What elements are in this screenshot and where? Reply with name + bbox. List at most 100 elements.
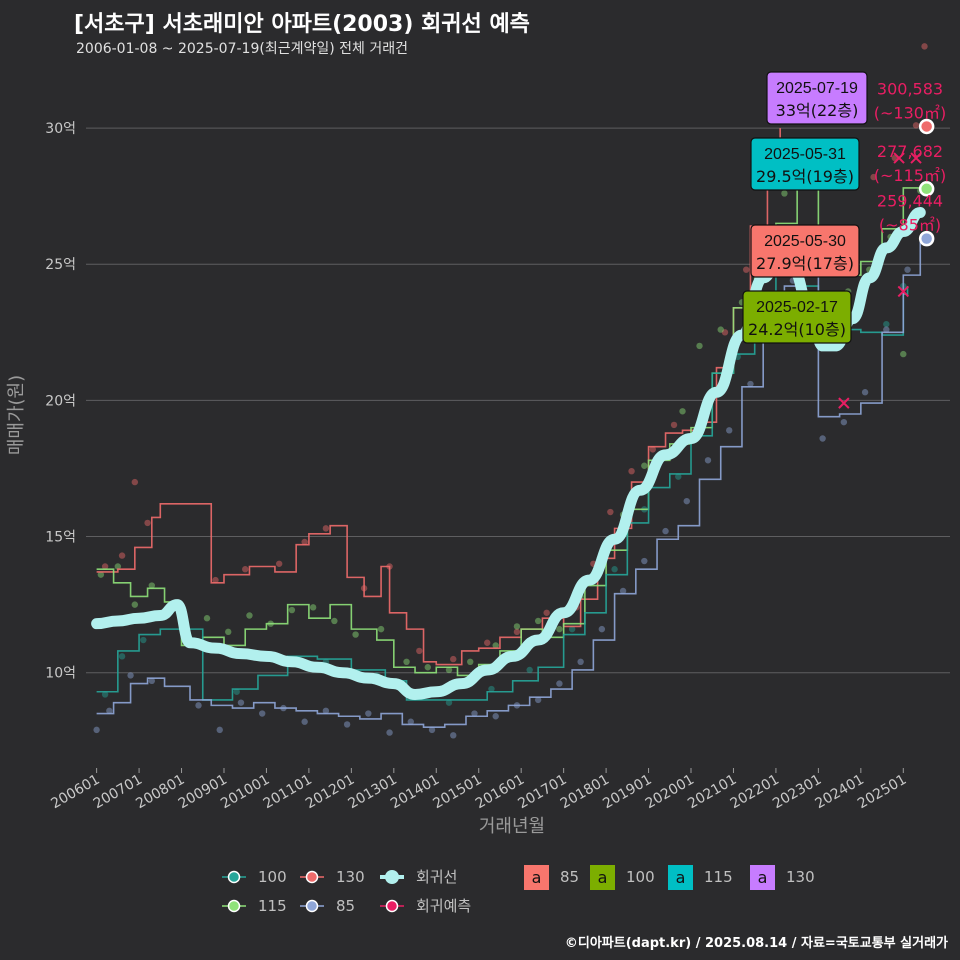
scatter-point-s85: [704, 457, 712, 464]
scatter-point-s115: [467, 658, 474, 665]
scatter-point-s85: [386, 729, 393, 736]
scatter-point-s100: [568, 625, 576, 633]
scatter-point-s100: [233, 688, 240, 695]
scatter-point-s115: [534, 617, 542, 625]
x-axis: 2006012007012008012009012010012011012012…: [48, 768, 909, 812]
scatter-point-s115: [114, 563, 122, 570]
scatter-point-s130: [101, 563, 109, 570]
scatter-point-s115: [203, 615, 211, 622]
regression-curve: [91, 206, 926, 700]
annotation-price: 33억(22층): [776, 101, 859, 120]
scatter-point-s115: [148, 582, 156, 589]
scatter-point-s115: [377, 625, 385, 633]
scatter-point-s130: [416, 647, 423, 655]
legend-label: 회귀선: [416, 868, 457, 886]
annotation-price: 24.2억(10층): [748, 320, 846, 339]
annotation-box: [750, 224, 860, 278]
legend-badge-glyph: a: [598, 868, 608, 887]
regression-line: [91, 206, 926, 700]
scatter-point-s85: [148, 677, 156, 685]
scatter-point-s130: [628, 467, 635, 475]
scatter-point-s100: [140, 636, 147, 644]
scatter-point-s85: [195, 702, 202, 709]
annotation-badge85: 2025-05-30 27.9억(17층): [750, 224, 860, 278]
scatter-point-s100: [118, 653, 126, 660]
scatter-point-s115: [352, 631, 359, 638]
scatter-point-s130: [543, 609, 550, 616]
scatter-point-s85: [258, 710, 266, 717]
annotation-badge100: 2025-02-17 24.2억(10층): [742, 290, 852, 344]
scatter-point-s115: [309, 604, 317, 611]
legend-badge-glyph: a: [676, 868, 686, 887]
scatter-point-s130: [921, 43, 928, 50]
legend-badge-label: 130: [786, 868, 815, 886]
scatter-point-s85: [301, 718, 308, 725]
footer-credit: ©디아파트(dapt.kr) / 2025.08.14 / 자료=국토교통부 실…: [564, 936, 948, 951]
scatter-point-s115: [445, 666, 453, 674]
scatter-point-s130: [721, 329, 729, 336]
scatter-point-s130: [607, 508, 614, 516]
scatter-point-s85: [534, 696, 542, 704]
scatter-point-s130: [242, 566, 249, 573]
scatter-point-s115: [131, 601, 139, 608]
legend-label: 85: [336, 897, 355, 915]
legend-badge-swatch: [524, 865, 549, 890]
legend-label: 130: [336, 868, 365, 886]
scatter-point-s130: [144, 519, 151, 527]
scatter-point-s85: [683, 497, 690, 505]
scatter-point-s100: [101, 691, 109, 698]
legend-badge-glyph: a: [758, 868, 768, 887]
legend-badge-label: 85: [560, 868, 579, 886]
scatter-point-s115: [246, 612, 253, 619]
legend-marker: [305, 899, 319, 913]
forecast-point-s115: [918, 181, 935, 197]
scatter-point-s85: [641, 557, 648, 565]
annotation-price: 29.5억(19층): [756, 167, 854, 186]
x-tick-label: 202501: [855, 772, 909, 813]
scatter-point-s130: [275, 560, 283, 567]
forecast-cross: [910, 152, 922, 164]
scatter-point-s85: [598, 625, 606, 633]
scatter-point-s85: [619, 587, 627, 595]
y-axis-title: 매매가(원): [6, 375, 27, 455]
scatter-point-s115: [492, 642, 499, 649]
legend-badge-swatch: [668, 865, 693, 890]
legend-label: 115: [258, 897, 287, 915]
scatter-point-s100: [488, 685, 495, 693]
gridlines: [86, 127, 950, 674]
series-line-s115: [96, 184, 926, 677]
forecast-cross: [897, 285, 910, 298]
scatter-point-s85: [819, 435, 826, 442]
y-tick-label: 30억: [45, 121, 76, 137]
legend-label: 회귀예측: [416, 897, 471, 915]
annotation-date: 2025-02-17: [756, 299, 838, 316]
scatter-point-s115: [717, 326, 724, 333]
scatter-point-s115: [556, 625, 563, 633]
scatter-point-s130: [450, 655, 457, 663]
legend-item-forecast: 회귀예측: [380, 897, 471, 915]
scatter-point-s85: [726, 427, 733, 434]
forecast-markers: 300,583 (~130㎡) 277,682 (~115㎡) 259,444 (~85㎡…: [838, 79, 946, 409]
legend-badge-glyph: a: [532, 868, 542, 887]
legend-badge-badge100: a 100: [590, 865, 655, 890]
scatter-point-s85: [747, 380, 754, 388]
legend-badge-badge115: a 115: [668, 865, 733, 890]
scatter-point-s85: [106, 707, 113, 715]
scatter-point-s85: [127, 672, 134, 679]
forecast-area-label: (~85㎡): [879, 216, 941, 235]
scatter-point-s85: [93, 726, 100, 734]
annotation-box: [750, 137, 860, 191]
scatter-point-s115: [781, 190, 788, 197]
scatter-point-s130: [670, 421, 678, 429]
forecast-value-label: 259,444: [877, 192, 943, 211]
annotation-box: [766, 71, 868, 125]
annotation-date: 2025-05-30: [764, 233, 846, 250]
scatter-point-s85: [904, 266, 911, 273]
scatter-point-s130: [649, 446, 657, 453]
scatter-point-s130: [870, 173, 877, 181]
legend: 100 130 회귀선 115 85 회귀예측 a 85 a 100 a 115 a 130: [222, 865, 815, 915]
legend-label: 100: [258, 868, 287, 886]
forecast-area-label: (~115㎡): [874, 166, 946, 185]
scatter-point-s115: [696, 342, 703, 350]
